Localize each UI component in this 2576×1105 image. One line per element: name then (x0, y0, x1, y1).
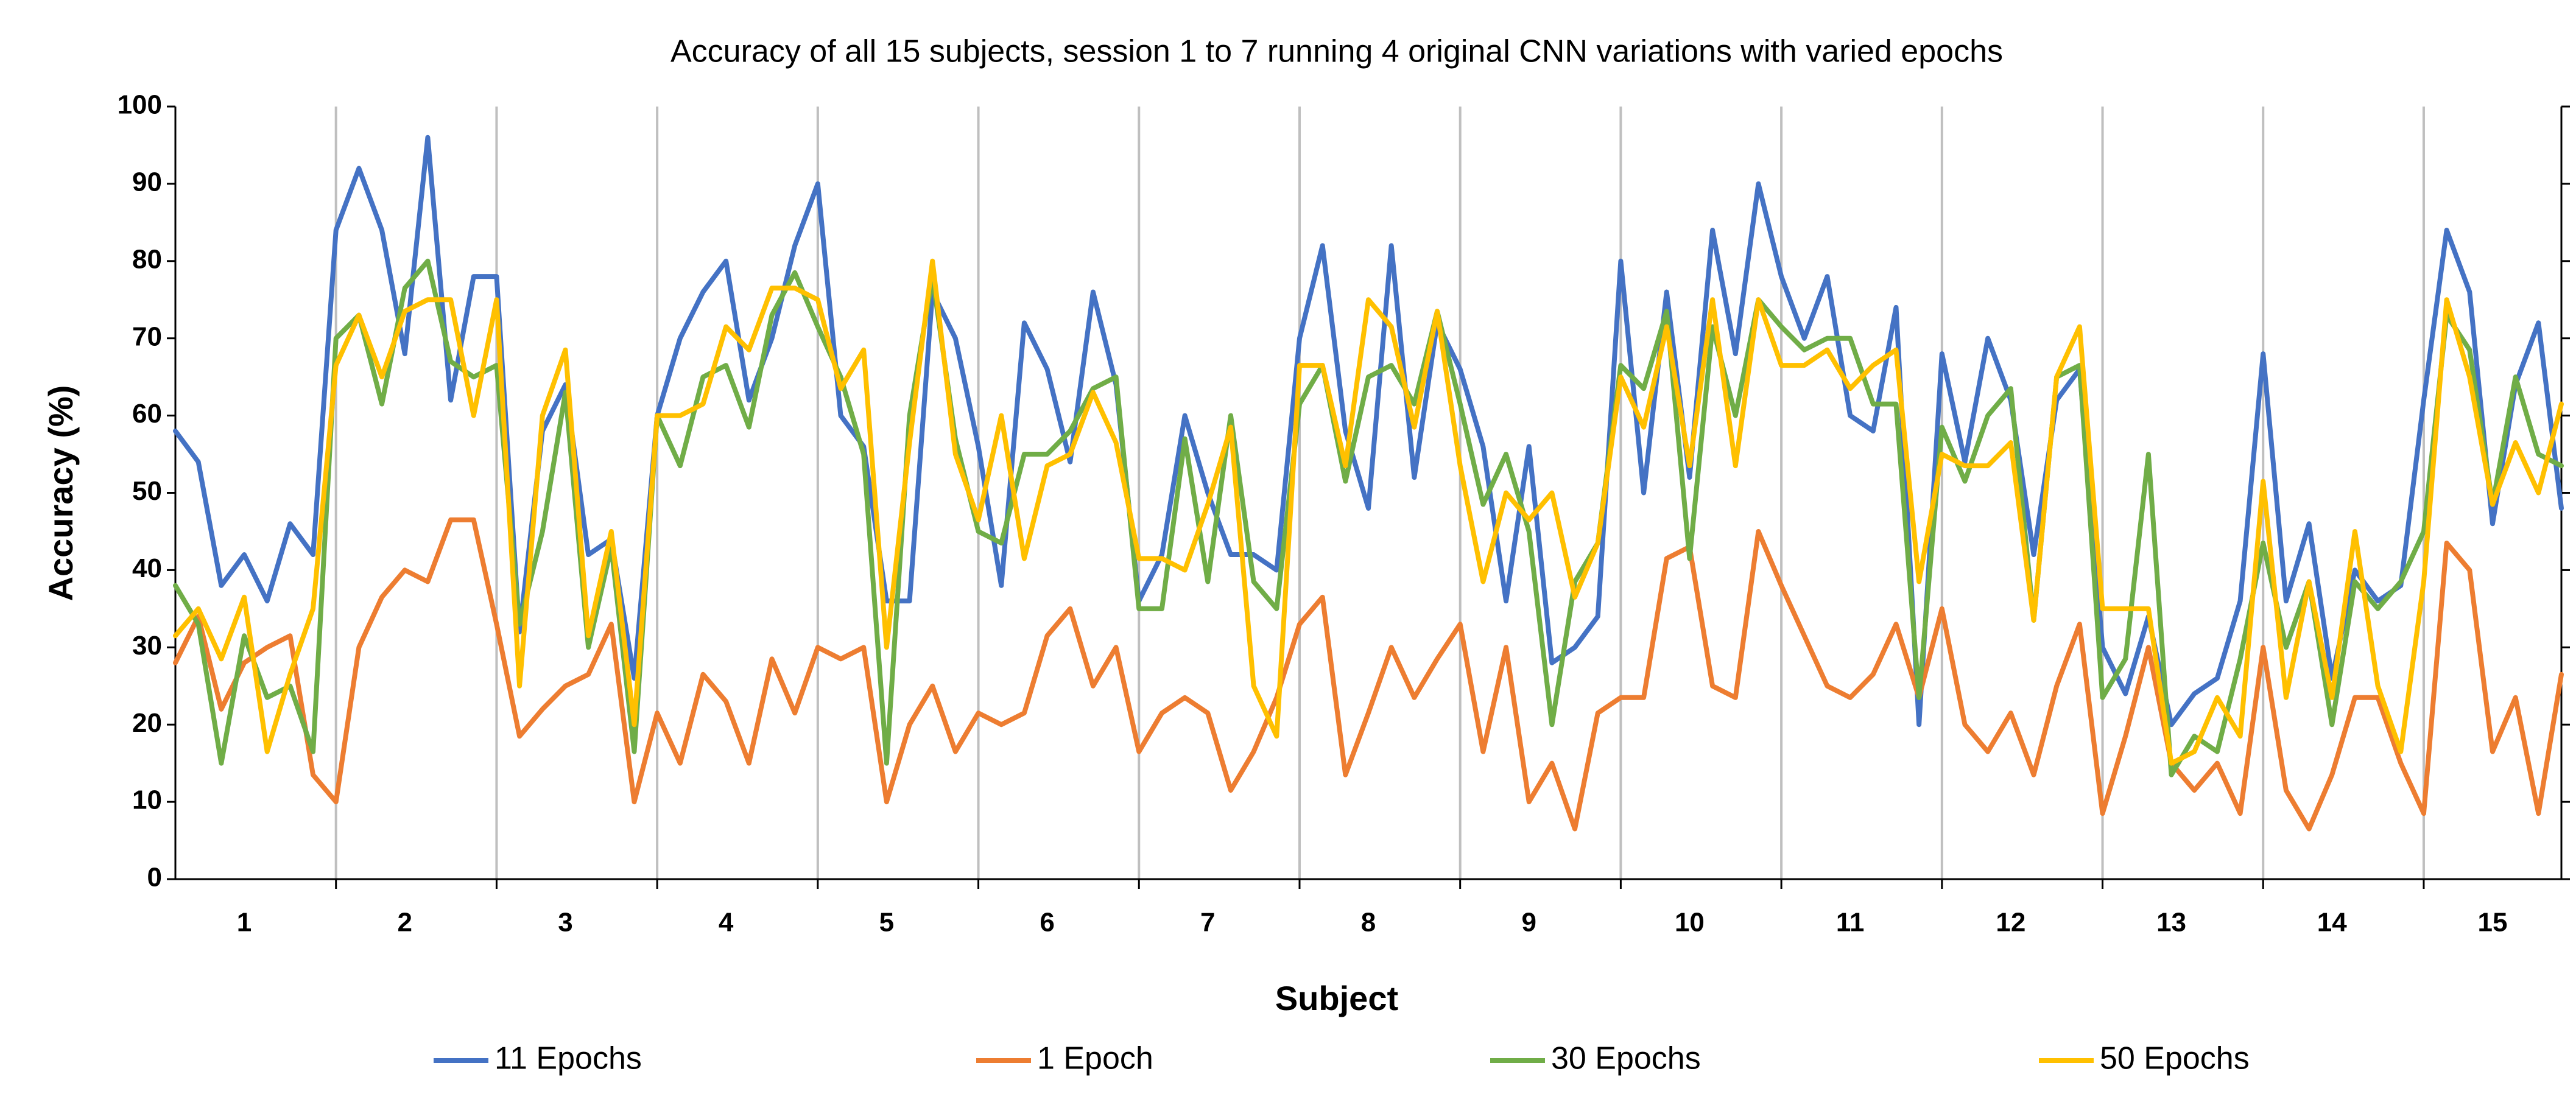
y-tick-label: 30 (132, 631, 162, 661)
x-tick-label: 11 (1836, 908, 1865, 938)
series-line (173, 258, 2564, 777)
x-tick-label: 7 (1200, 908, 1215, 938)
legend-label: 1 Epoch (1037, 1041, 1153, 1076)
x-tick-label: 1 (237, 908, 252, 938)
legend-label: 50 Epochs (2100, 1041, 2250, 1076)
y-tick-label: 50 (132, 476, 162, 506)
y-tick-label: 10 (132, 785, 162, 815)
y-tick-label: 100 (118, 90, 162, 120)
y-tick-label: 0 (147, 863, 162, 893)
y-tick-label: 40 (132, 553, 162, 583)
legend-label: 30 Epochs (1551, 1041, 1701, 1076)
x-tick-label: 13 (2156, 908, 2186, 938)
x-tick-label: 5 (879, 908, 894, 938)
y-tick-label: 20 (132, 708, 162, 738)
legend-label: 11 Epochs (494, 1041, 642, 1076)
y-tick-label: 90 (132, 167, 162, 197)
x-tick-label: 9 (1521, 908, 1536, 938)
chart-title: Accuracy of all 15 subjects, session 1 t… (670, 34, 2003, 69)
y-axis-label: Accuracy (%) (41, 385, 80, 602)
series-line (173, 258, 2564, 766)
x-tick-label: 2 (397, 908, 412, 938)
x-tick-label: 12 (1996, 908, 2025, 938)
series-line (173, 135, 2564, 728)
x-axis-label: Subject (1275, 979, 1398, 1017)
x-tick-label: 14 (2317, 908, 2347, 938)
x-tick-label: 6 (1040, 908, 1054, 938)
y-tick-label: 70 (132, 321, 162, 351)
x-tick-label: 3 (558, 908, 572, 938)
x-tick-label: 10 (1675, 908, 1705, 938)
y-tick-label: 80 (132, 244, 162, 274)
x-tick-label: 4 (719, 908, 734, 938)
x-tick-label: 8 (1361, 908, 1376, 938)
y-tick-label: 60 (132, 399, 162, 429)
x-tick-label: 15 (2478, 908, 2508, 938)
